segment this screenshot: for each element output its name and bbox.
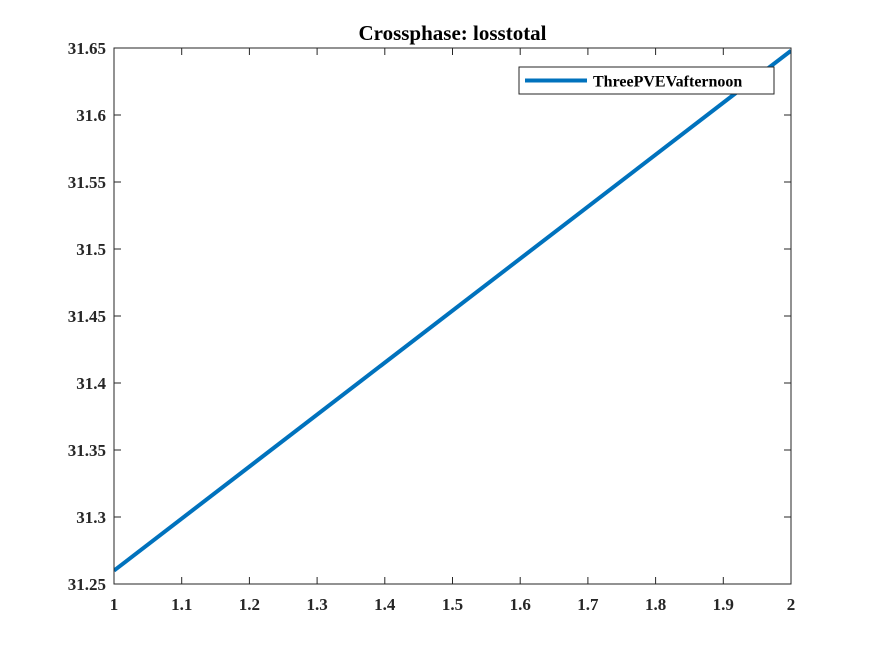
x-tick-label: 1.8 (645, 595, 666, 614)
x-axis-ticks: 1 1.1 1.2 1.3 1.4 1.5 1.6 1.7 1.8 1.9 2 (110, 48, 796, 614)
x-tick-label: 1 (110, 595, 119, 614)
y-axis-ticks: 31.25 31.3 31.35 31.4 31.45 31.5 31.55 31.6 31.6… (68, 39, 791, 594)
y-tick-label: 31.65 (68, 39, 106, 58)
y-tick-label: 31.45 (68, 307, 106, 326)
x-tick-label: 1.6 (510, 595, 531, 614)
y-tick-label: 31.4 (76, 374, 106, 393)
chart-title: Crossphase: losstotal (358, 21, 546, 45)
series-line (114, 49, 791, 573)
x-tick-label: 1.2 (239, 595, 260, 614)
x-tick-label: 1.5 (442, 595, 463, 614)
x-tick-label: 1.3 (306, 595, 327, 614)
y-tick-label: 31.5 (76, 240, 106, 259)
legend: ThreePVEVafternoon (518, 66, 775, 95)
y-tick-label: 31.6 (76, 106, 106, 125)
x-tick-label: 1.1 (171, 595, 192, 614)
plot-frame (113, 47, 792, 585)
y-tick-label: 31.55 (68, 173, 106, 192)
x-tick-label: 1.9 (713, 595, 734, 614)
series-layer (114, 49, 791, 573)
x-tick-label: 1.4 (374, 595, 396, 614)
x-tick-label: 1.7 (577, 595, 599, 614)
legend-label: ThreePVEVafternoon (593, 74, 742, 91)
x-tick-label: 2 (787, 595, 796, 614)
y-tick-label: 31.3 (76, 508, 106, 527)
y-tick-label: 31.25 (68, 575, 106, 594)
y-tick-label: 31.35 (68, 441, 106, 460)
